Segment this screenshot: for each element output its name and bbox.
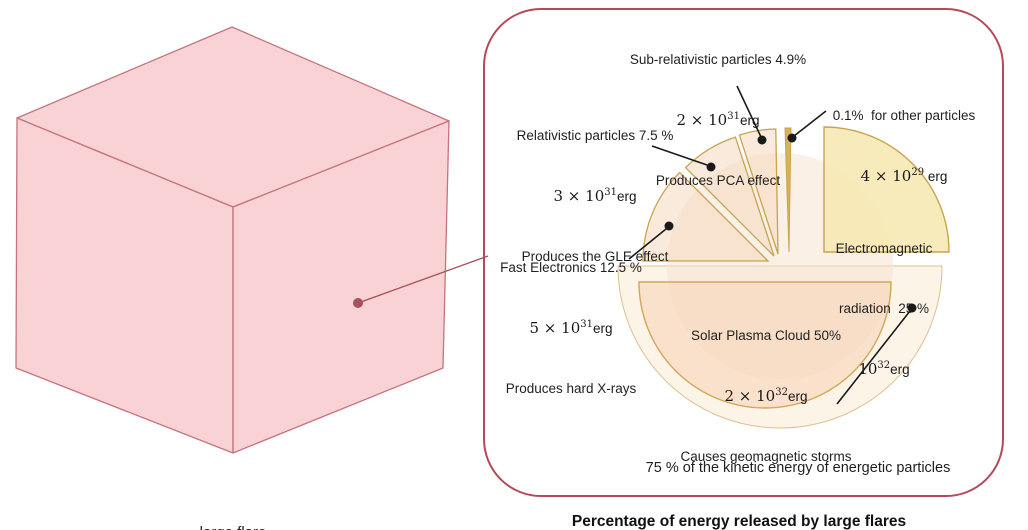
label-sub-relativistic-effect: Produces PCA effect [655, 173, 781, 188]
cube-connector-dot [353, 298, 363, 308]
label-kinetic-energy: 75 % of the kinetic energy of energetic … [646, 408, 951, 530]
label-electromagnetic-line1: Electromagnetic [835, 241, 933, 256]
label-solar-plasma-energy: 2 × 1032erg [724, 387, 808, 405]
dot-kinetic [907, 303, 917, 313]
label-fast-electronics-effect: Produces hard X-rays [505, 381, 637, 396]
cube-label: large flare 4 × 1032erg [188, 478, 278, 530]
label-fast-electronics: Fast Electronics 12.5 % 5 × 1031erg Prod… [500, 218, 642, 439]
label-solar-plasma-name: Solar Plasma Cloud 50% [690, 328, 842, 343]
label-sub-relativistic: Sub-relativistic particles 4.9% 2 × 1031… [630, 10, 806, 231]
cube-to-panel-connector-line [357, 255, 489, 304]
leader-other-particles [793, 110, 827, 137]
label-solar-plasma: Solar Plasma Cloud 50% 2 × 1032erg Cause… [680, 286, 851, 507]
leader-sub-relativistic [736, 85, 762, 138]
label-relativistic-name: Relativistic particles 7.5 % [516, 128, 674, 143]
label-electromagnetic-line2: radiation 25 % [838, 301, 930, 316]
label-other-particles-name: 0.1% for other particles [832, 108, 976, 123]
label-electromagnetic-energy: 1032erg [858, 360, 910, 378]
label-solar-plasma-effect: Causes geomagnetic storms [680, 449, 852, 464]
label-kinetic-line1: 75 % of the kinetic energy of energetic … [645, 460, 951, 476]
dot-sub-relativistic [757, 135, 767, 145]
label-other-particles-energy: 4 × 1029 erg [860, 167, 948, 185]
cube-label-name: large flare [188, 522, 278, 530]
leader-lines [628, 85, 911, 405]
pie-slice-fast-electronics [642, 171, 770, 262]
pie-slice-electromagnetic [823, 126, 950, 253]
label-relativistic: Relativistic particles 7.5 % 3 × 1031erg… [517, 86, 674, 307]
dot-fast-electronics [664, 221, 674, 231]
leader-kinetic [836, 310, 911, 405]
cube-right-face [232, 120, 450, 454]
label-other-particles: 0.1% for other particles 4 × 1029 erg [833, 66, 976, 227]
leader-fast-electronics [628, 228, 667, 260]
label-sub-relativistic-name: Sub-relativistic particles 4.9% [629, 52, 807, 67]
leader-relativistic [651, 145, 708, 166]
label-relativistic-energy: 3 × 1031erg [553, 187, 637, 205]
pie-slice-solar-plasma [638, 281, 892, 409]
large-flare-cube [15, 26, 450, 454]
panel-title: Percentage of energy released by large f… [571, 513, 907, 530]
label-electromagnetic: Electromagnetic radiation 25 % 1032erg [836, 199, 933, 420]
dot-relativistic [706, 162, 716, 172]
pie-slice-other-particles [784, 127, 792, 253]
leader-dots [664, 133, 917, 313]
dot-other-particles [787, 133, 797, 143]
label-fast-electronics-name: Fast Electronics 12.5 % [500, 260, 642, 275]
label-fast-electronics-energy: 5 × 1031erg [529, 319, 613, 337]
label-sub-relativistic-energy: 2 × 1031erg [676, 111, 760, 129]
label-relativistic-effect: Produces the GLE effect [521, 249, 669, 264]
